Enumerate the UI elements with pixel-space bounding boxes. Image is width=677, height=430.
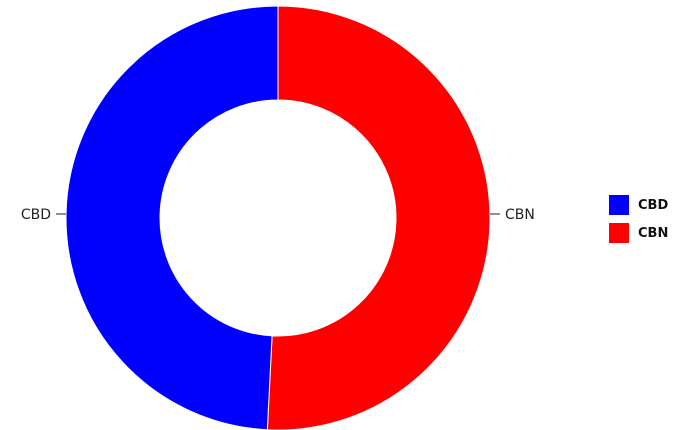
slice-cbn[interactable] <box>266 5 491 430</box>
legend-swatch-cbn <box>609 223 629 243</box>
slice-label-cbn: CBN <box>505 207 535 223</box>
legend-item-cbn[interactable]: CBN <box>609 223 675 243</box>
slice-cbd[interactable] <box>65 5 279 430</box>
slices-group <box>65 5 491 430</box>
slice-labels-group: CBN CBD <box>21 207 535 223</box>
legend-label-cbd: CBD <box>638 197 669 213</box>
legend-swatch-cbd <box>609 195 629 215</box>
legend: CBD CBN <box>609 195 675 251</box>
slice-label-cbd: CBD <box>21 207 51 223</box>
legend-item-cbd[interactable]: CBD <box>609 195 675 215</box>
legend-label-cbn: CBN <box>638 225 669 241</box>
